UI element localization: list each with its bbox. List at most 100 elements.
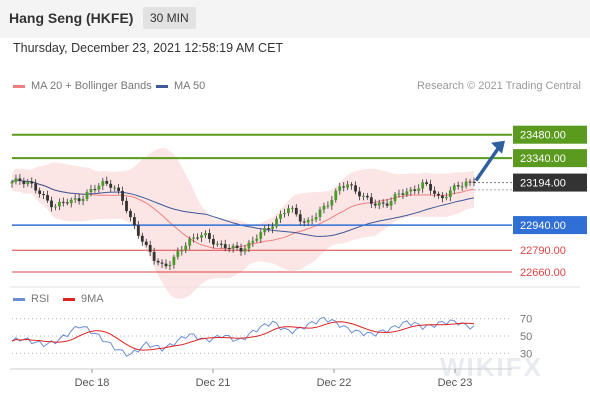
forecast-arrow-shaft xyxy=(474,144,502,182)
candle-body xyxy=(421,182,425,189)
level-label-5: 22660.00 xyxy=(520,267,566,279)
candle-body xyxy=(10,181,14,184)
candle-body xyxy=(302,221,306,223)
candle-body xyxy=(239,247,243,252)
x-tick-label: Dec 18 xyxy=(75,377,110,389)
candle-body xyxy=(30,181,34,184)
timeframe-badge[interactable]: 30 MIN xyxy=(143,7,196,29)
candle-body xyxy=(140,235,144,242)
legend-9ma: 9MA xyxy=(63,293,104,305)
chart-timestamp: Thursday, December 23, 2021 12:58:19 AM … xyxy=(13,41,284,55)
candle-body xyxy=(318,209,322,217)
candle-body xyxy=(358,191,361,197)
candle-body xyxy=(314,216,318,220)
watermark-logo: WIKIFX xyxy=(440,352,543,382)
candle-body xyxy=(310,219,314,221)
candle-body xyxy=(144,241,148,245)
candle-body xyxy=(109,183,113,188)
candle-body xyxy=(294,207,298,215)
candle-body xyxy=(381,202,385,204)
candle-body xyxy=(148,244,152,252)
candle-body xyxy=(464,181,468,187)
candle-body xyxy=(211,238,215,245)
candle-body xyxy=(369,197,373,204)
level-tag-0 xyxy=(513,125,587,144)
legend-ma50-label: MA 50 xyxy=(174,80,206,92)
candle-body xyxy=(389,201,393,206)
candle-body xyxy=(255,238,259,241)
level-label-3: 22940.00 xyxy=(520,220,566,232)
candle-body xyxy=(176,251,180,257)
candle-body xyxy=(397,193,401,195)
level-tag-2 xyxy=(513,173,587,192)
rsi-line xyxy=(11,316,475,357)
candle-body xyxy=(298,214,302,222)
candle-body xyxy=(156,260,160,263)
forecast-arrow-head xyxy=(491,140,505,154)
candle-body xyxy=(204,233,207,236)
candle-body xyxy=(322,205,326,210)
candle-body xyxy=(452,185,456,191)
candle-body xyxy=(472,181,476,183)
candle-body xyxy=(377,202,381,206)
candle-body xyxy=(350,184,353,186)
candle-body xyxy=(180,250,184,252)
candle-body xyxy=(208,233,211,239)
legend-ma20-swatch xyxy=(13,84,25,88)
candle-body xyxy=(247,242,251,249)
candle-body xyxy=(117,187,121,191)
candle-body xyxy=(125,200,128,212)
candle-body xyxy=(54,206,57,208)
candle-body xyxy=(14,178,18,182)
candle-body xyxy=(413,189,417,191)
candle-body xyxy=(200,235,203,238)
candle-body xyxy=(160,262,164,264)
candle-body xyxy=(81,199,85,202)
candle-body xyxy=(346,184,350,188)
legend-9ma-label: 9MA xyxy=(81,293,104,305)
candle-body xyxy=(93,189,97,191)
candle-body xyxy=(136,225,140,236)
candle-body xyxy=(287,208,290,214)
level-tag-3 xyxy=(513,216,587,235)
candle-body xyxy=(429,183,432,191)
candle-body xyxy=(172,256,176,265)
copyright-note: Research © 2021 Trading Central xyxy=(416,80,581,92)
rsi-tick-label: 50 xyxy=(520,331,532,343)
instrument-title: Hang Seng (HKFE) xyxy=(9,10,134,26)
candle-body xyxy=(393,194,397,202)
candle-body xyxy=(433,190,436,194)
candle-body xyxy=(441,195,444,199)
candle-body xyxy=(275,218,278,227)
candle-body xyxy=(57,201,61,207)
candle-body xyxy=(113,187,117,189)
level-label-1: 23340.00 xyxy=(520,153,566,165)
level-label-2: 23194.00 xyxy=(520,178,566,190)
candle-body xyxy=(184,245,188,251)
candle-body xyxy=(373,203,377,206)
candle-body xyxy=(279,214,282,219)
legend-9ma-swatch xyxy=(63,297,75,301)
candle-body xyxy=(192,237,196,239)
candle-body xyxy=(326,205,330,207)
candle-body xyxy=(251,240,255,243)
candle-body xyxy=(50,200,53,208)
candle-body xyxy=(18,178,22,182)
bollinger-band xyxy=(12,147,474,299)
candle-body xyxy=(26,181,30,185)
candle-body xyxy=(22,181,26,185)
candle-body xyxy=(385,203,389,206)
rsi-tick-label: 30 xyxy=(520,348,532,360)
x-tick-label: Dec 22 xyxy=(317,377,352,389)
candle-body xyxy=(69,199,73,204)
rsi-tick-label: 70 xyxy=(520,314,532,326)
candle-body xyxy=(338,186,342,191)
legend-ma20: MA 20 + Bollinger Bands xyxy=(13,80,152,92)
level-tag-1 xyxy=(513,149,587,168)
candle-body xyxy=(444,197,448,199)
x-tick-label: Dec 21 xyxy=(196,377,231,389)
candle-body xyxy=(121,190,124,201)
candle-body xyxy=(152,251,156,261)
candle-body xyxy=(342,186,346,188)
candle-body xyxy=(231,245,235,249)
